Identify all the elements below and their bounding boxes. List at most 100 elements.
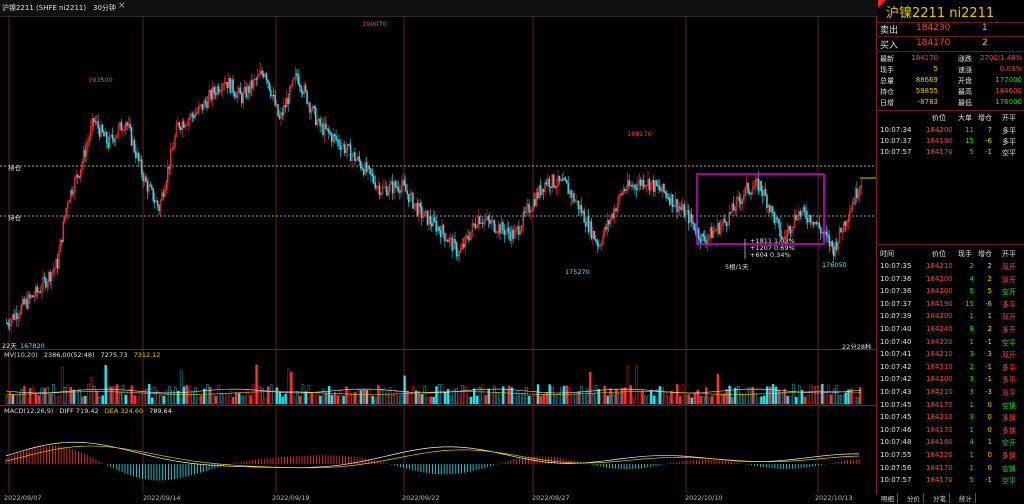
volume-bar: [760, 396, 763, 405]
volume-bar: [533, 391, 537, 405]
contract-name: 沪镍2211 ni2211: [886, 6, 995, 21]
candle-body: [373, 175, 375, 183]
volume-bar: [516, 391, 519, 405]
volume-bar: [60, 366, 64, 405]
candle-body: [676, 199, 678, 212]
candle-body: [399, 190, 401, 193]
volume-bar: [455, 388, 458, 405]
volume-bar: [684, 395, 688, 405]
volume-bar: [855, 397, 859, 405]
candle-body: [773, 211, 775, 224]
candle-body: [747, 182, 749, 193]
candle-body: [629, 184, 632, 187]
volume-bar: [301, 384, 305, 405]
volume-bar: [391, 395, 395, 405]
candle-body: [753, 186, 755, 190]
candle-body: [507, 227, 510, 234]
candle-body: [502, 222, 504, 231]
candle-body: [198, 106, 201, 108]
kline-chart[interactable]: 199070 193500 188170 175270 176050 16782…: [0, 16, 877, 494]
volume-bar: [467, 396, 470, 405]
candle-body: [555, 185, 558, 188]
volume-bar: [504, 389, 508, 405]
candle-body: [689, 213, 691, 224]
candle-body: [23, 298, 25, 305]
candle-body: [374, 182, 376, 189]
candle-body: [333, 134, 336, 137]
volume-bar: [542, 394, 546, 405]
candle-body: [328, 128, 330, 133]
candle-body: [367, 165, 369, 172]
candle-body: [438, 226, 440, 231]
volume-bar: [708, 397, 711, 405]
tab-detail[interactable]: 明细: [878, 493, 898, 503]
volume-bar: [147, 383, 151, 405]
candle-body: [763, 189, 765, 196]
candle-body: [418, 203, 420, 216]
candle-body: [140, 159, 143, 174]
candle-body: [635, 187, 638, 190]
candle-body: [548, 178, 551, 188]
candle-body: [534, 199, 536, 207]
tab-stats[interactable]: 统计: [956, 493, 976, 503]
candle-body: [770, 206, 773, 213]
volume-bar: [217, 385, 221, 405]
candle-body: [101, 124, 104, 133]
volume-bar: [145, 389, 148, 405]
candle-body: [161, 192, 163, 201]
candle-body: [422, 215, 424, 218]
candle-body: [586, 216, 588, 227]
candle-body: [433, 217, 436, 222]
candle-body: [654, 180, 657, 192]
candle-body: [193, 115, 195, 119]
candle-body: [625, 189, 627, 192]
candle-body: [211, 87, 214, 100]
candle-body: [325, 123, 327, 129]
volume-bar: [194, 387, 197, 405]
tick-row: 10:07:37 184190 15 -6 多平: [880, 299, 1016, 309]
candle-body: [641, 179, 643, 186]
candle-body: [56, 259, 59, 269]
volume-bar: [690, 397, 694, 405]
volume-bar: [130, 385, 134, 405]
candle-body: [447, 240, 449, 242]
candle-body: [536, 192, 539, 198]
volume-bar: [638, 390, 641, 405]
candle-body: [167, 167, 169, 183]
candle-body: [577, 200, 580, 210]
candle-body: [653, 180, 655, 192]
volume-bar: [716, 373, 720, 405]
volume-bar: [58, 395, 61, 405]
macd-indicator-label: MACD(12,26,9) DIFF 719.42 DEA 324.60 789…: [4, 407, 172, 415]
candle-body: [354, 152, 356, 162]
volume-bar: [531, 395, 534, 405]
tab-tick[interactable]: 分笔: [930, 493, 950, 503]
volume-bar: [432, 396, 435, 405]
candle-body: [716, 222, 719, 231]
candle-body: [180, 127, 182, 131]
candle-body: [383, 186, 385, 188]
detail-tabs: 明细 分价 分笔 统计: [878, 492, 1024, 504]
candle-body: [612, 213, 614, 218]
candle-body: [351, 155, 353, 161]
close-icon[interactable]: ×: [118, 1, 126, 11]
volume-bar: [275, 387, 279, 405]
volume-bar: [182, 386, 186, 405]
candle-body: [455, 242, 458, 256]
volume-bar: [501, 386, 505, 405]
candle-body: [426, 210, 429, 225]
candle-body: [489, 219, 491, 224]
volume-bar: [478, 387, 482, 405]
candle-body: [384, 186, 387, 188]
candle-body: [663, 183, 665, 193]
volume-bar: [72, 389, 75, 405]
candle-body: [445, 240, 448, 242]
candle-body: [50, 272, 53, 282]
candle-body: [130, 127, 133, 146]
candle-body: [203, 100, 205, 110]
period-selector[interactable]: 30分钟: [93, 4, 116, 12]
volume-bar: [510, 387, 514, 405]
candle-body: [345, 149, 347, 153]
tab-price[interactable]: 分价: [904, 493, 924, 503]
candle-body: [622, 189, 625, 195]
